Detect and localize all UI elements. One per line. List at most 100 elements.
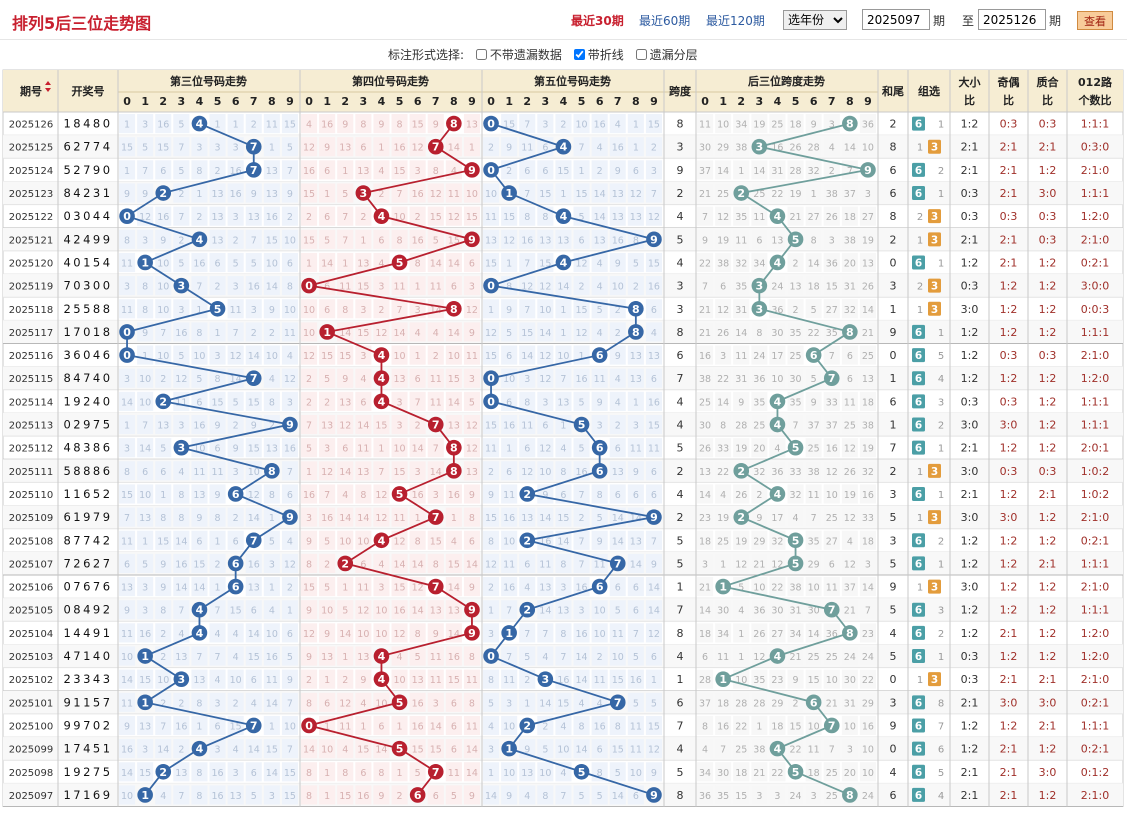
span-miss-value: 6 (756, 235, 762, 246)
span-miss-value: 34 (790, 629, 802, 640)
pos4-miss-value: 3 (415, 467, 421, 478)
pos4-miss-cell (409, 368, 426, 388)
pos3-miss-cell (119, 577, 136, 597)
issue-cell: 2025118 (9, 305, 54, 316)
span-miss-value: 37 (808, 421, 820, 432)
r012-ratio-cell: 1:0:2 (1081, 488, 1109, 501)
pos3-miss-value: 16 (230, 189, 242, 200)
pos4-miss-cell (445, 206, 462, 226)
pos3-miss-cell (137, 530, 154, 550)
pos3-miss-cell (245, 229, 262, 249)
span-miss-value: 30 (699, 143, 711, 154)
pos3-miss-value: 14 (121, 768, 133, 779)
pos3-miss-value: 3 (269, 791, 275, 802)
span-cell: 6 (677, 349, 684, 362)
pos5-miss-value: 5 (506, 328, 512, 339)
pos5-miss-value: 15 (485, 513, 497, 524)
pos4-miss-cell (391, 160, 408, 180)
odd-ratio-cell: 0:3 (1000, 395, 1018, 408)
span-cell: 7 (677, 719, 684, 732)
miss-layer-checkbox[interactable] (635, 49, 647, 60)
span-miss-value: 26 (753, 629, 765, 640)
pos5-miss-value: 10 (594, 629, 606, 640)
pos4-miss-value: 8 (306, 559, 312, 570)
span-miss-value: 4 (702, 745, 708, 756)
group-miss-value: 1 (917, 583, 923, 594)
span-miss-value: 27 (808, 212, 820, 223)
pos3-miss-value: 3 (124, 444, 130, 455)
from-issue-input[interactable] (862, 9, 930, 30)
pos3-miss-value: 5 (233, 258, 239, 269)
span-trend-digit-header: 6 (810, 95, 818, 108)
option-polyline[interactable]: 带折线 (573, 48, 624, 62)
pos3-miss-value: 3 (142, 745, 148, 756)
r012-ratio-cell: 2:1:0 (1081, 233, 1109, 246)
pos3-ball-digit: 3 (178, 673, 186, 686)
prime-ratio-cell: 2:1 (1039, 557, 1057, 570)
pos3-miss-value: 4 (287, 351, 293, 362)
pos3-miss-value: 15 (266, 745, 278, 756)
pos5-miss-value: 12 (576, 258, 588, 269)
sum-tail-cell: 3 (890, 534, 897, 547)
pos5-miss-value: 3 (542, 397, 548, 408)
pos4-miss-cell (463, 391, 480, 411)
pos5-miss-value: 15 (539, 189, 551, 200)
pos3-miss-cell (245, 739, 262, 759)
recent-60-link[interactable]: 最近60期 (639, 14, 691, 28)
span-miss-value: 1 (756, 721, 762, 732)
span-miss-value: 14 (844, 143, 856, 154)
span-cell: 8 (677, 118, 684, 131)
pos4-miss-value: 6 (324, 166, 330, 177)
pos4-miss-value: 9 (324, 143, 330, 154)
pos3-miss-value: 11 (121, 305, 133, 316)
pos3-miss-value: 8 (269, 490, 275, 501)
pos5-miss-value: 9 (651, 768, 657, 779)
span-miss-value: 21 (753, 768, 765, 779)
pos3-miss-value: 10 (157, 305, 169, 316)
polyline-checkbox[interactable] (573, 49, 585, 60)
recent-30-link[interactable]: 最近30期 (571, 14, 624, 28)
pos4-miss-cell (355, 252, 372, 273)
no-miss-checkbox[interactable] (475, 49, 487, 60)
span-miss-value: 18 (790, 120, 802, 131)
pos3-miss-value: 16 (175, 328, 187, 339)
pos3-miss-value: 13 (175, 768, 187, 779)
pos3-miss-value: 15 (212, 397, 224, 408)
option-no-miss[interactable]: 不带遗漏数据 (475, 48, 562, 62)
pos3-miss-cell (155, 669, 172, 689)
pos4-miss-cell (445, 345, 462, 365)
sum-tail-cell: 7 (890, 442, 897, 455)
year-select[interactable]: 选年份 (783, 10, 847, 30)
span-miss-value: 32 (771, 536, 783, 547)
pos3-miss-value: 2 (215, 559, 221, 570)
pos3-miss-value: 13 (266, 189, 278, 200)
option-miss-layer[interactable]: 遗漏分层 (635, 48, 698, 62)
span-miss-value: 22 (771, 583, 783, 594)
pos4-miss-value: 5 (324, 374, 330, 385)
to-issue-input[interactable] (978, 9, 1046, 30)
pos4-miss-value: 12 (466, 305, 478, 316)
pos3-miss-value: 5 (178, 351, 184, 362)
span-miss-value: 23 (862, 629, 874, 640)
pos5-miss-value: 11 (594, 374, 606, 385)
mark-options: 标注形式选择: 不带遗漏数据 带折线 遗漏分层 (388, 46, 698, 63)
view-button[interactable]: 查看 (1077, 11, 1113, 30)
span-ball-digit: 1 (719, 673, 727, 686)
pos3-miss-value: 16 (248, 559, 260, 570)
pos4-miss-value: 8 (306, 791, 312, 802)
pos5-miss-value: 1 (651, 675, 657, 686)
recent-120-link[interactable]: 最近120期 (706, 14, 765, 28)
pos5-miss-value: 14 (576, 745, 588, 756)
pos3-ball-digit: 0 (123, 349, 131, 362)
pos3-miss-cell (155, 646, 172, 666)
pos4-miss-value: 3 (415, 166, 421, 177)
pos5-miss-value: 2 (597, 166, 603, 177)
issue-cell: 2025124 (9, 166, 54, 177)
pos5-miss-value: 1 (560, 328, 566, 339)
pos4-miss-value: 16 (412, 189, 424, 200)
pos5-miss-value: 7 (506, 606, 512, 617)
pos4-miss-cell (463, 137, 480, 157)
pos3-miss-value: 2 (160, 698, 166, 709)
pos3-miss-value: 6 (124, 559, 130, 570)
pos3-miss-cell (281, 229, 298, 249)
